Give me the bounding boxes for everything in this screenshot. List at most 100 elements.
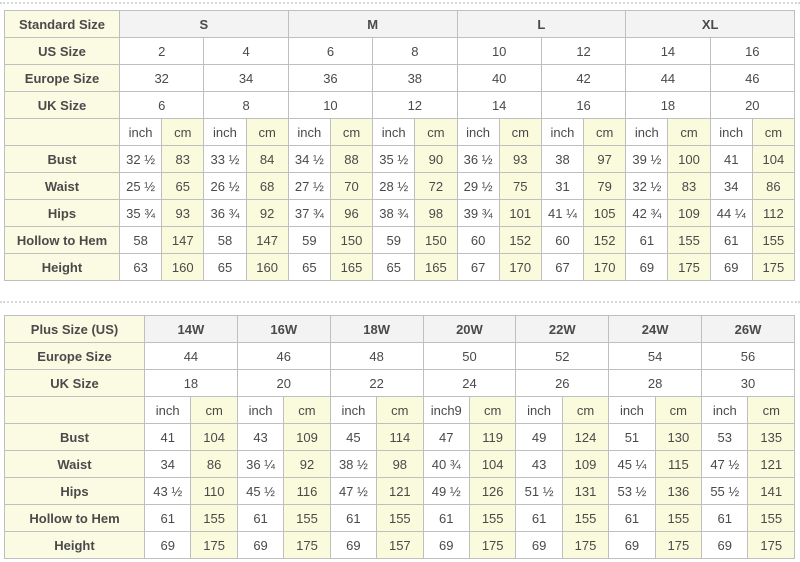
measurement-row: Height 69 175 69 175 69 157 69 175 69 175 69 175 69 17… [4,531,795,559]
value-cell: 119 [468,423,517,451]
value-cell: 53 ½ [608,477,656,505]
value-cell: 43 ½ [143,477,192,505]
row-label-cell: Hollow to Hem [4,504,145,532]
unit-header-cell: inch [329,396,378,424]
value-cell: 49 [515,423,563,451]
unit-header-cell: inch [608,396,656,424]
value-cell: 43 [515,450,563,478]
value-cell: 68 [245,172,289,200]
value-cell: 155 [376,504,424,532]
value-cell: 61 [625,226,669,254]
row-label-cell: UK Size [4,369,145,397]
unit-header-cell: cm [747,396,795,424]
value-cell: 157 [376,531,424,559]
value-cell: 114 [376,423,424,451]
value-cell: 69 [236,531,285,559]
value-cell: 47 ½ [329,477,378,505]
value-cell: 83 [667,172,711,200]
value-cell: 47 ½ [701,450,749,478]
unit-header-cell: inch [625,118,669,146]
value-cell: 44 ¼ [709,199,753,227]
value-cell: 165 [414,253,458,281]
value-cell: 34 [709,172,753,200]
value-cell: 20 [709,91,796,119]
unit-header-cell: cm [376,396,424,424]
row-label-cell: Europe Size [4,64,120,92]
value-cell: 46 [236,342,331,370]
unit-header-cell: inch [236,396,285,424]
value-cell: 44 [144,342,238,370]
value-cell: 86 [751,172,796,200]
measurement-row: Bust 32 ½ 83 33 ½ 84 34 ½ 88 35 ½ 90 36 ½ 93 38 97 39… [4,145,796,173]
value-cell: 50 [422,342,517,370]
value-cell: 84 [245,145,289,173]
value-cell: 54 [608,342,703,370]
value-cell: 55 ½ [701,477,749,505]
chart-title-cell: Plus Size (US) [4,315,145,343]
value-cell: 53 [701,423,749,451]
value-cell: 45 ½ [236,477,285,505]
size-header-cell: 26W [701,315,795,343]
row-label-cell: US Size [4,37,120,65]
measurement-row: Bust 41 104 43 109 45 114 47 119 49 124 51 130 53 135 [4,423,795,451]
value-cell: 92 [283,450,331,478]
value-cell: 39 ¾ [456,199,500,227]
value-cell: 175 [468,531,517,559]
value-cell: 98 [414,199,458,227]
measurement-row: Hips 43 ½ 110 45 ½ 116 47 ½ 121 49 ½ 126 51 ½ 131 5… [4,477,795,505]
unit-header-cell: cm [468,396,517,424]
value-cell: 34 ½ [287,145,331,173]
unit-header-cell: cm [190,396,238,424]
unit-header-cell: cm [583,118,627,146]
value-cell: 61 [236,504,285,532]
value-cell: 175 [751,253,796,281]
value-cell: 69 [701,531,749,559]
value-cell: 70 [329,172,374,200]
unit-header-cell: inch [118,118,163,146]
value-cell: 4 [203,37,289,65]
plus-size-table: Plus Size (US) 14W 16W 18W 20W 22W 24W 26W Europ… [4,315,795,559]
value-cell: 42 [540,64,627,92]
value-cell: 147 [245,226,289,254]
value-cell: 33 ½ [203,145,247,173]
value-cell: 160 [245,253,289,281]
value-cell: 65 [161,172,205,200]
value-cell: 116 [283,477,331,505]
conversion-row: Europe Size 32 34 36 38 40 42 44 46 [4,64,796,92]
value-cell: 59 [287,226,331,254]
unit-header-cell: inch [701,396,749,424]
value-cell: 16 [709,37,796,65]
value-cell: 28 ½ [372,172,416,200]
size-header-cell: 14W [144,315,238,343]
value-cell: 61 [608,504,656,532]
conversion-row: Europe Size 44 46 48 50 52 54 56 [4,342,795,370]
conversion-row: US Size 2 4 6 8 10 12 14 16 [4,37,796,65]
value-cell: 40 [456,64,542,92]
value-cell: 110 [190,477,238,505]
value-cell: 38 ¾ [372,199,416,227]
unit-header-cell: inch [287,118,331,146]
value-cell: 26 [515,369,610,397]
row-label-cell: Hips [4,477,145,505]
row-label-cell: Height [4,531,145,559]
size-header-row: Standard Size S M L XL [4,10,795,38]
value-cell: 51 [608,423,656,451]
size-header-cell: 16W [236,315,331,343]
row-label-cell: Hips [4,199,120,227]
value-cell: 27 ½ [287,172,331,200]
value-cell: 63 [118,253,163,281]
value-cell: 170 [498,253,542,281]
value-cell: 155 [747,504,795,532]
value-cell: 38 [372,64,458,92]
value-cell: 8 [203,91,289,119]
unit-header-cell: inch [515,396,563,424]
value-cell: 152 [498,226,542,254]
value-cell: 160 [161,253,205,281]
unit-header-cell: cm [667,118,711,146]
value-cell: 34 [143,450,192,478]
value-cell: 28 [608,369,703,397]
value-cell: 100 [667,145,711,173]
unit-header-row: inch cm inch cm inch cm inch9 cm inch cm inch cm inc… [4,396,795,424]
value-cell: 58 [118,226,163,254]
value-cell: 41 ¼ [540,199,585,227]
